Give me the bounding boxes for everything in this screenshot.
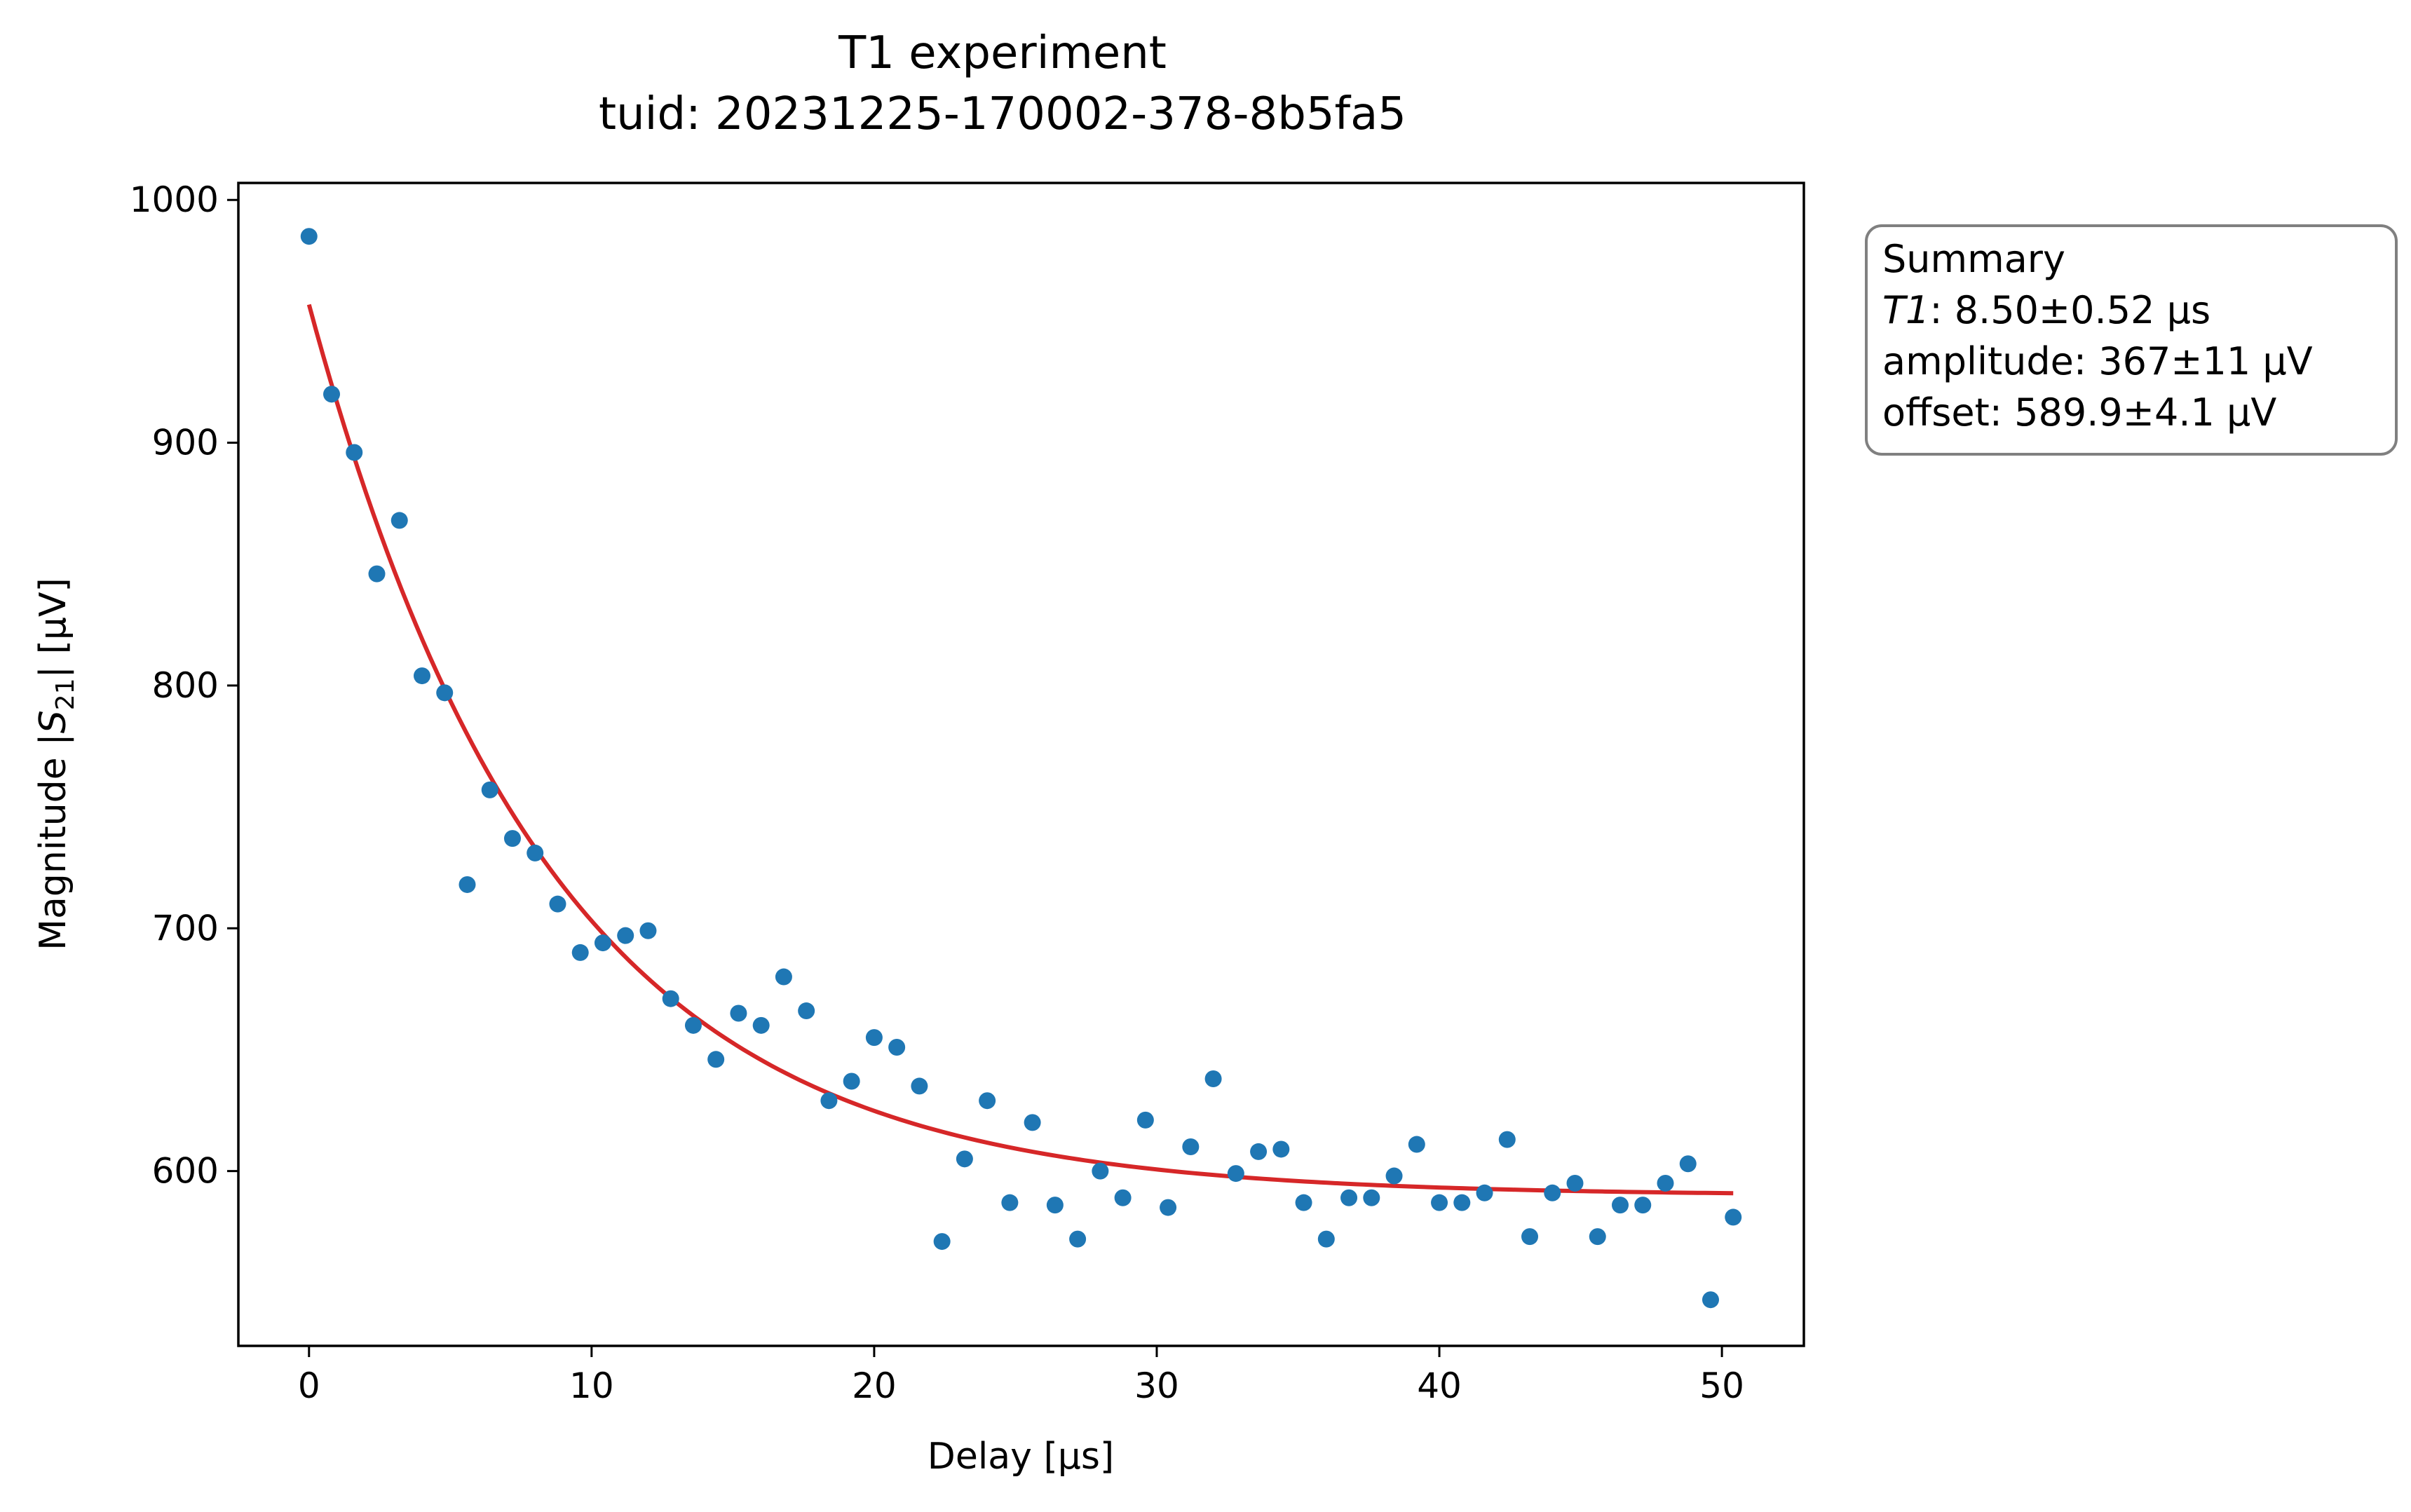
axes-frame [237, 182, 1805, 1347]
data-point [1725, 1208, 1742, 1226]
data-point [1227, 1165, 1244, 1183]
data-point [346, 444, 363, 461]
data-point [300, 228, 318, 245]
data-point [1589, 1228, 1606, 1246]
x-axis-ticks: 0 10 20 30 40 50 [298, 1346, 1744, 1406]
data-point [1476, 1184, 1493, 1201]
data-point [1160, 1199, 1177, 1216]
summary-box: Summary T1: 8.50±0.52 µs amplitude: 367±… [1865, 224, 2398, 456]
data-point [1250, 1143, 1268, 1160]
y-axis-label-suffix: | [µV] [32, 578, 74, 678]
y-axis-label: Magnitude |S21| [µV] [32, 578, 80, 951]
data-point [1679, 1155, 1697, 1173]
y-axis-ticks: 600 700 800 900 1000 [130, 179, 238, 1192]
summary-t1: T1: 8.50±0.52 µs [1882, 288, 2210, 332]
summary-t1-value: : 8.50±0.52 µs [1929, 288, 2210, 332]
x-tick-label: 0 [298, 1365, 320, 1406]
plot-area [237, 182, 1805, 1347]
y-tick-label: 700 [152, 908, 219, 948]
data-point [1544, 1184, 1561, 1201]
data-point [933, 1233, 951, 1251]
data-point [1498, 1131, 1516, 1148]
fit-curve [306, 304, 1734, 1196]
data-point [1566, 1174, 1584, 1192]
data-point [1340, 1189, 1358, 1206]
y-tick-label: 900 [152, 423, 219, 463]
data-point [888, 1038, 906, 1056]
y-axis-label-var: S [32, 710, 74, 733]
data-point [1634, 1197, 1652, 1214]
chart-subtitle: tuid: 20231225-170002-378-8b5fa5 [599, 88, 1406, 140]
data-point [1431, 1194, 1448, 1211]
data-point [549, 895, 566, 913]
data-point [775, 968, 792, 986]
data-point [843, 1072, 860, 1090]
data-point [684, 1016, 702, 1034]
x-tick-label: 50 [1699, 1365, 1744, 1406]
data-point [662, 990, 679, 1007]
data-point [481, 781, 498, 798]
y-tick-label: 800 [152, 665, 219, 706]
x-tick-label: 10 [569, 1365, 614, 1406]
x-tick-label: 20 [852, 1365, 897, 1406]
data-point [1001, 1194, 1019, 1211]
data-point [390, 512, 408, 529]
data-point [639, 922, 657, 939]
data-point [1317, 1230, 1335, 1248]
data-point [1046, 1197, 1064, 1214]
chart-title: T1 experiment [838, 27, 1167, 79]
data-point [1092, 1162, 1109, 1180]
data-point [865, 1029, 883, 1047]
y-tick-label: 1000 [130, 179, 219, 220]
data-point [1702, 1291, 1719, 1309]
data-point [1408, 1136, 1425, 1153]
data-point [368, 565, 386, 583]
data-point [1453, 1194, 1471, 1211]
data-point [707, 1051, 725, 1068]
y-axis-label-prefix: Magnitude | [32, 733, 74, 951]
data-point [1114, 1189, 1132, 1206]
data-point [1295, 1194, 1312, 1211]
summary-amplitude: amplitude: 367±11 µV [1882, 339, 2313, 383]
data-point [323, 386, 341, 403]
summary-t1-var: T1 [1882, 288, 1929, 332]
data-point [1272, 1140, 1290, 1158]
data-point [956, 1150, 973, 1168]
data-point [798, 1002, 815, 1020]
data-point [1363, 1189, 1380, 1206]
summary-box-frame [1865, 224, 2398, 456]
data-point [594, 934, 611, 952]
data-point [979, 1092, 996, 1110]
summary-offset: offset: 589.9±4.1 µV [1882, 390, 2276, 435]
y-tick-label: 600 [152, 1151, 219, 1192]
data-point [617, 927, 634, 944]
data-point [527, 844, 544, 861]
y-axis-label-sub: 21 [51, 678, 80, 710]
x-tick-label: 40 [1417, 1365, 1462, 1406]
data-point [911, 1077, 928, 1095]
data-point [571, 944, 589, 961]
data-point [752, 1016, 770, 1034]
data-point [503, 830, 521, 847]
data-point [1204, 1070, 1222, 1088]
data-point [1657, 1174, 1674, 1192]
data-point [459, 876, 476, 893]
data-point [1182, 1138, 1200, 1155]
x-axis-label: Delay [µs] [928, 1436, 1114, 1478]
data-point [436, 684, 454, 702]
data-point [1385, 1167, 1403, 1185]
data-point [1069, 1230, 1087, 1248]
x-tick-label: 30 [1134, 1365, 1179, 1406]
data-point [1521, 1228, 1539, 1246]
data-point [820, 1092, 838, 1110]
data-point [413, 667, 430, 685]
summary-title: Summary [1882, 237, 2065, 281]
data-point [730, 1004, 747, 1022]
data-point [1024, 1114, 1041, 1131]
data-point [1136, 1111, 1154, 1129]
data-point [1612, 1197, 1629, 1214]
